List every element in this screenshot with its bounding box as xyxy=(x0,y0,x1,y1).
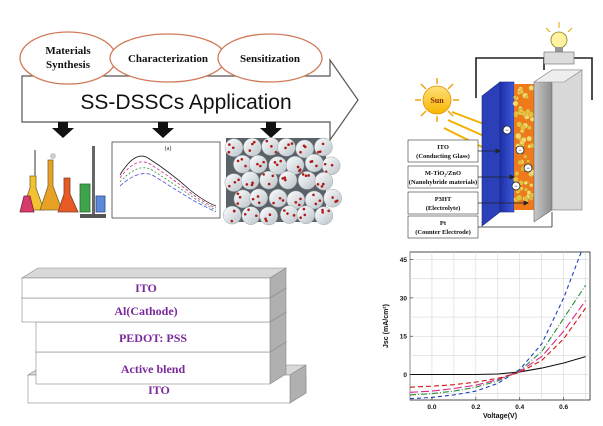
series-line-5 xyxy=(409,307,587,388)
x-tick-label: 0.0 xyxy=(427,404,436,411)
x-tick-label: 0.2 xyxy=(471,404,480,411)
nanostructure-image xyxy=(223,137,342,226)
y-tick-label: 15 xyxy=(400,334,408,341)
series-line-2 xyxy=(409,251,582,400)
stack-layer-al-cathode xyxy=(21,297,271,323)
layer-pt-desc: (Counter Electrode) xyxy=(415,229,471,236)
x-tick-label: 0.6 xyxy=(559,404,568,411)
step-ellipse-materials xyxy=(19,31,117,85)
stack-layer-ito-top xyxy=(21,277,271,299)
device-schematic: Sun − − − − ITO xyxy=(407,22,593,239)
svg-text:−: − xyxy=(505,128,509,134)
stack-layer-active-blend xyxy=(35,351,271,385)
y-tick-label: 0 xyxy=(403,372,407,379)
stack-layer-pedot xyxy=(35,321,271,353)
svg-text:−: − xyxy=(518,148,522,154)
series-line-1 xyxy=(410,356,586,376)
stack-label-al: Al(Cathode) xyxy=(114,304,177,318)
layer-tio2-desc: (Nanohybride materials) xyxy=(409,179,477,186)
svg-text:−: − xyxy=(514,184,518,190)
chart-xlabel: Voltage(V) xyxy=(483,413,517,420)
sun-label: Sun xyxy=(430,96,444,105)
step-ellipse-sensitization xyxy=(217,33,323,83)
layer-tio2-name: M-TiO₂/ZnO xyxy=(425,170,461,177)
layer-stack: ITO Al(Cathode) PEDOT: PSS Active blend … xyxy=(20,267,308,404)
layer-p3ht-name: P3HT xyxy=(435,196,452,203)
layer-ito-desc: (Conducting Glass) xyxy=(416,153,470,160)
down-arrow-2 xyxy=(152,122,174,138)
stack-label-pedot: PEDOT: PSS xyxy=(119,331,187,345)
light-bulb-icon xyxy=(543,22,575,65)
step-sensitization: Sensitization xyxy=(240,53,300,65)
y-tick-label: 45 xyxy=(400,257,408,264)
series-line-3 xyxy=(409,284,587,396)
layer-label-boxes: ITO (Conducting Glass) M-TiO₂/ZnO (Nanoh… xyxy=(407,139,553,239)
step-characterization: Characterization xyxy=(128,53,208,65)
down-arrow-1 xyxy=(52,122,74,138)
x-tick-label: 0.4 xyxy=(515,404,524,411)
y-tick-label: 30 xyxy=(400,295,408,302)
svg-text:−: − xyxy=(526,166,530,172)
stack-label-ito-top: ITO xyxy=(135,281,157,295)
down-arrow-3 xyxy=(260,122,282,138)
inset-absorption-plot: (a) xyxy=(111,141,221,219)
chart-ylabel: Jsc (mA/cm²) xyxy=(383,304,390,348)
application-label: SS-DSSCs Application xyxy=(80,91,291,114)
process-flow: SS-DSSCs Application Materials Synthesis… xyxy=(19,31,359,142)
series-line-4 xyxy=(409,300,587,393)
chart-series-group xyxy=(409,251,587,400)
layer-ito-name: ITO xyxy=(437,144,449,151)
electron-markers xyxy=(502,125,533,191)
chart-plot-area xyxy=(409,251,591,401)
step-materials-line2: Synthesis xyxy=(46,59,91,71)
sun-icon: Sun xyxy=(415,78,459,122)
layer-pt-name: Pt xyxy=(440,220,447,227)
stack-label-ito-bottom: ITO xyxy=(148,383,170,397)
jv-chart: 0.0 0.2 0.4 0.6 0 15 30 45 Voltage(V) Jsc (mA/… xyxy=(383,251,591,420)
chart-y-ticks: 0 15 30 45 xyxy=(400,257,413,379)
stack-label-active: Active blend xyxy=(121,362,186,376)
inset-panel-label: (a) xyxy=(165,145,172,152)
glassware-illustration xyxy=(19,142,108,220)
step-materials-line1: Materials xyxy=(45,45,91,57)
chart-x-ticks: 0.0 0.2 0.4 0.6 xyxy=(427,397,569,411)
layer-p3ht-desc: (Electrolyte) xyxy=(426,205,461,212)
